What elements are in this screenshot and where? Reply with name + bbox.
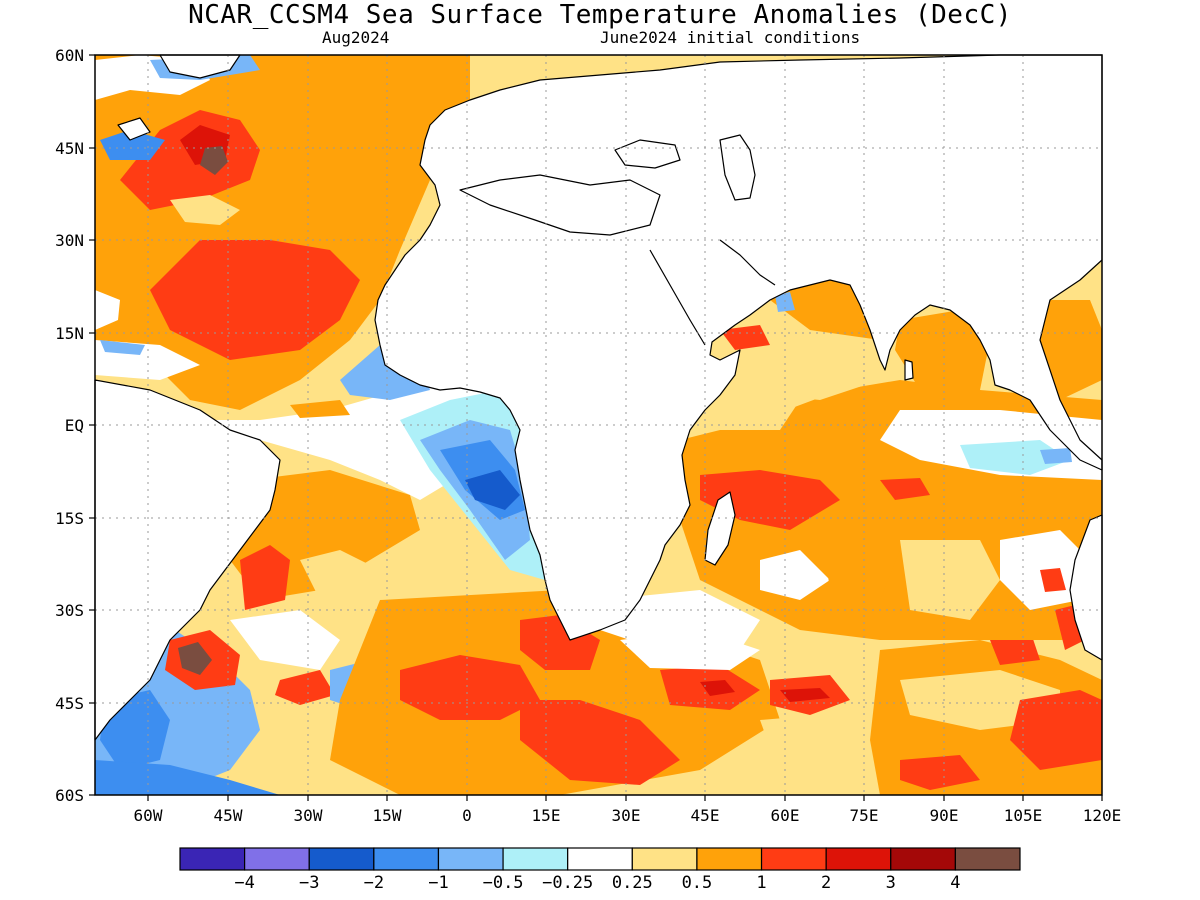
tick-marks (89, 54, 1103, 801)
colorbar-label: 3 (886, 873, 896, 893)
initial-conditions-label: June2024 initial conditions (600, 28, 861, 47)
madagascar-landmass (704, 491, 736, 566)
colorbar-swatch (954, 847, 1021, 871)
colorbar-swatch (244, 847, 310, 871)
colorbar-swatch (567, 847, 633, 871)
lat-label: 45S (55, 694, 84, 713)
lon-label: 120E (1083, 806, 1122, 825)
mediterranean-outline (459, 174, 661, 236)
lat-label: EQ (65, 416, 84, 435)
colorbar-swatch (631, 847, 698, 871)
lat-label: 60S (55, 786, 84, 805)
colorbar-label: −0.5 (483, 873, 524, 893)
graticule (95, 55, 1102, 795)
forecast-month: Aug2024 (322, 28, 390, 47)
lon-label: 75E (850, 806, 879, 825)
colorbar-label: 4 (950, 873, 960, 893)
colorbar-swatch (890, 847, 956, 871)
colorbar-label: −2 (364, 873, 384, 893)
colorbar-label: 0.5 (682, 873, 713, 893)
colorbar-label: −0.25 (542, 873, 593, 893)
colorbar-swatch (502, 847, 569, 871)
colorbar-swatch (437, 847, 504, 871)
colorbar-label: 0.25 (612, 873, 653, 893)
lon-label: 15E (532, 806, 561, 825)
colorbar-label: −3 (299, 873, 319, 893)
lon-label: 15W (373, 806, 402, 825)
colorbar: −4 −3 −2 −1 −0.5 −0.25 0.25 0.5 1 2 3 4 (179, 847, 1021, 893)
lon-label: 0 (462, 806, 472, 825)
lon-label: 60W (134, 806, 163, 825)
landmasses (94, 54, 1103, 741)
caspian-basin-outline (719, 134, 756, 201)
newfoundland-outline (117, 117, 151, 141)
lat-label: 15N (55, 324, 84, 343)
colorbar-swatch (308, 847, 375, 871)
lon-label: 30W (294, 806, 323, 825)
colorbar-swatch (825, 847, 892, 871)
colorbar-swatch (760, 847, 827, 871)
lon-label: 105E (1004, 806, 1043, 825)
colorbar-label: −1 (428, 873, 448, 893)
lon-label: 90E (930, 806, 959, 825)
colorbar-label: 1 (756, 873, 766, 893)
colorbar-swatch (373, 847, 440, 871)
africa-europe-asia-landmass (374, 54, 1103, 641)
latitude-labels: 60N 45N 30N 15N EQ 15S 30S 45S 60S (55, 46, 84, 805)
lat-label: 30N (55, 231, 84, 250)
colorbar-label: −4 (234, 873, 254, 893)
lon-label: 60E (771, 806, 800, 825)
lat-label: 15S (55, 509, 84, 528)
black-sea-outline (614, 139, 681, 169)
colorbar-swatch (696, 847, 763, 871)
map-title: NCAR_CCSM4 Sea Surface Temperature Anoma… (188, 0, 1012, 30)
lat-label: 45N (55, 139, 84, 158)
south-america-landmass (94, 379, 281, 741)
colorbar-label: 2 (821, 873, 831, 893)
colorbar-swatch (179, 847, 246, 871)
longitude-labels: 60W 45W 30W 15W 0 15E 30E 45E 60E 75E 90… (134, 806, 1122, 825)
lon-label: 45E (691, 806, 720, 825)
lat-label: 30S (55, 601, 84, 620)
persian-gulf-outline (719, 239, 776, 286)
lat-label: 60N (55, 46, 84, 65)
lon-label: 45W (214, 806, 243, 825)
lon-label: 30E (612, 806, 641, 825)
sri-lanka-landmass (904, 359, 914, 381)
